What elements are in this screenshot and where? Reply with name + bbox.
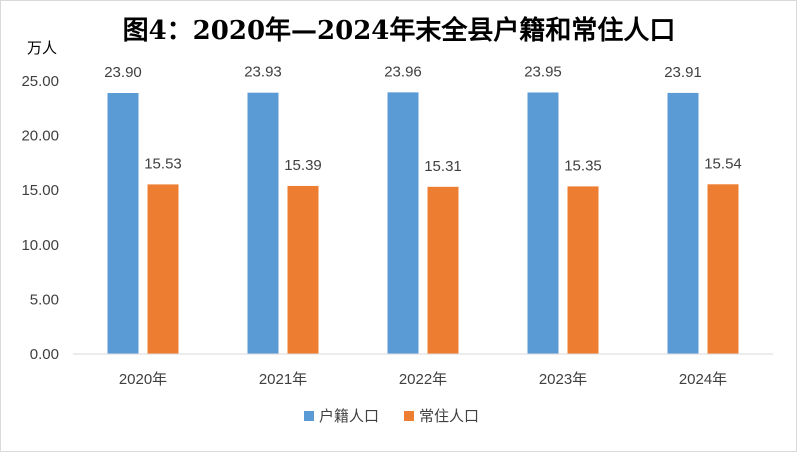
data-label: 15.54 [704, 155, 742, 172]
x-tick-label: 2021年 [259, 371, 307, 388]
data-label: 23.91 [664, 64, 702, 81]
y-tick-label: 5.00 [30, 291, 59, 308]
data-label: 23.96 [384, 63, 422, 80]
chart-title: 图4：2020年—2024年末全县户籍和常住人口 [123, 15, 676, 46]
x-tick-label: 2024年 [679, 371, 727, 388]
bar-huji-2 [387, 92, 419, 354]
bars-group [107, 92, 739, 355]
data-label: 15.53 [144, 155, 182, 172]
x-tick-label: 2023年 [539, 371, 587, 388]
data-label: 15.35 [564, 157, 602, 174]
bar-changzhu-0 [147, 184, 179, 354]
y-tick-label: 0.00 [30, 346, 59, 363]
data-label: 15.31 [424, 158, 462, 175]
data-labels-group: 23.90 15.53 23.93 15.39 23.96 15.31 23.95 15.35… [104, 63, 742, 174]
data-label: 23.93 [244, 64, 282, 81]
bar-changzhu-4 [707, 184, 739, 354]
legend: 户籍人口 常住人口 [304, 407, 479, 425]
x-tick-label: 2022年 [399, 371, 447, 388]
bar-changzhu-3 [567, 186, 599, 354]
bar-changzhu-2 [427, 186, 459, 354]
y-tick-label: 20.00 [21, 128, 59, 145]
y-axis-unit: 万人 [27, 39, 57, 57]
bar-huji-0 [107, 93, 139, 355]
data-label: 23.90 [104, 64, 142, 81]
bar-changzhu-1 [287, 185, 319, 354]
legend-label: 常住人口 [419, 407, 479, 425]
y-tick-label: 25.00 [21, 73, 59, 90]
bar-huji-1 [247, 92, 279, 355]
y-tick-label: 15.00 [21, 182, 59, 199]
y-axis-ticks: 0.00 5.00 10.00 15.00 20.00 25.00 [21, 73, 59, 363]
x-axis-categories: 2020年 2021年 2022年 2023年 2024年 [119, 371, 727, 388]
data-label: 15.39 [284, 157, 322, 174]
bar-huji-3 [527, 92, 559, 354]
legend-swatch-1 [404, 411, 414, 421]
bar-huji-4 [667, 92, 699, 354]
data-label: 23.95 [524, 63, 562, 80]
x-tick-label: 2020年 [119, 371, 167, 388]
legend-label: 户籍人口 [319, 407, 379, 425]
legend-swatch-0 [304, 411, 314, 421]
y-tick-label: 10.00 [21, 237, 59, 254]
